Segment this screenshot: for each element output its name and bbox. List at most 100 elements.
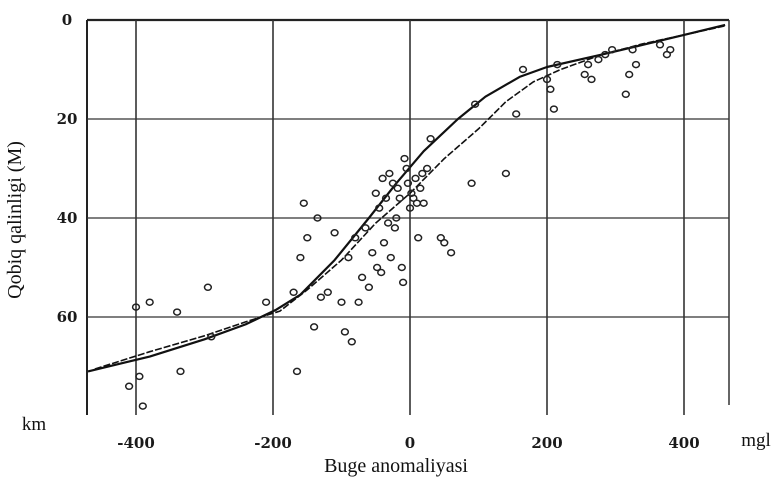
- data-point: [621, 90, 630, 99]
- data-point: [426, 135, 435, 143]
- data-point: [347, 338, 356, 346]
- y-axis-label: Qobiq qalinligi (M): [4, 141, 26, 299]
- data-point: [390, 224, 400, 232]
- data-point: [316, 293, 326, 301]
- data-point: [655, 41, 665, 49]
- data-point: [631, 60, 641, 69]
- data-point: [402, 164, 411, 173]
- data-point: [131, 303, 141, 311]
- data-point: [203, 283, 213, 292]
- data-point: [411, 174, 420, 183]
- data-point: [371, 189, 380, 198]
- data-point: [176, 367, 185, 376]
- data-point: [381, 194, 391, 202]
- data-point: [553, 60, 562, 69]
- data-point: [393, 184, 402, 193]
- data-point: [375, 204, 384, 212]
- data-point: [354, 298, 363, 306]
- data-point: [289, 288, 298, 297]
- data-point: [299, 199, 308, 207]
- data-point: [418, 169, 427, 178]
- data-point: [313, 214, 322, 222]
- data-point: [587, 75, 596, 84]
- data-point: [422, 164, 432, 173]
- data-point: [377, 268, 386, 277]
- y-tick-label: 20: [57, 110, 78, 128]
- data-point: [296, 253, 305, 262]
- data-point: [172, 308, 182, 316]
- data-point: [546, 85, 555, 94]
- data-point: [138, 402, 147, 410]
- data-point: [440, 239, 449, 247]
- tick-labels: -400 -200 0 200 400 0 20 40 60: [57, 11, 700, 452]
- data-point: [392, 214, 401, 222]
- data-point: [607, 45, 617, 54]
- data-point: [412, 199, 422, 207]
- data-point: [403, 179, 413, 188]
- data-point: [512, 110, 521, 118]
- y-unit-label: km: [22, 414, 47, 435]
- data-point: [361, 224, 370, 232]
- data-point: [518, 65, 528, 74]
- y-tick-label: 60: [57, 308, 78, 326]
- data-point: [549, 105, 559, 113]
- x-tick-label: 400: [668, 434, 699, 452]
- data-point: [405, 204, 415, 212]
- data-point: [145, 298, 154, 306]
- x-unit-label: mgl: [741, 430, 771, 451]
- data-point: [416, 184, 425, 193]
- x-tick-label: -400: [117, 434, 155, 452]
- data-point: [414, 234, 423, 242]
- data-point: [398, 278, 408, 287]
- data-point: [628, 45, 637, 54]
- data-point: [292, 367, 302, 376]
- y-tick-label: 0: [62, 11, 72, 29]
- data-point: [309, 323, 319, 331]
- data-point: [351, 234, 360, 242]
- data-point: [378, 174, 387, 183]
- x-tick-label: 200: [531, 434, 562, 452]
- data-point: [419, 199, 428, 207]
- data-points: [124, 41, 675, 410]
- data-point: [368, 248, 377, 257]
- data-point: [501, 169, 511, 178]
- data-point: [395, 194, 404, 202]
- x-axis-label: Buge anomaliyasi: [324, 455, 468, 477]
- data-point: [124, 382, 134, 391]
- data-point: [303, 234, 312, 242]
- data-point: [625, 70, 634, 79]
- data-point: [666, 45, 675, 54]
- data-point: [340, 328, 350, 336]
- data-point: [580, 70, 589, 79]
- data-point: [357, 273, 367, 282]
- data-point: [330, 229, 339, 237]
- data-point: [446, 248, 456, 257]
- data-point: [344, 253, 353, 262]
- data-point: [400, 154, 409, 163]
- data-point: [594, 55, 603, 64]
- x-tick-label: -200: [254, 434, 292, 452]
- data-point: [323, 288, 332, 297]
- data-point: [583, 60, 593, 69]
- data-point: [379, 239, 389, 247]
- grid: [86, 18, 730, 415]
- data-point: [372, 263, 382, 272]
- data-point: [467, 179, 476, 188]
- data-point: [383, 219, 393, 227]
- data-point: [542, 75, 552, 84]
- data-point: [337, 298, 346, 306]
- data-point: [207, 333, 216, 341]
- data-point: [261, 298, 271, 306]
- x-tick-label: 0: [405, 434, 415, 452]
- data-point: [386, 253, 395, 262]
- y-tick-label: 40: [57, 209, 78, 227]
- data-point: [470, 100, 480, 108]
- data-point: [364, 283, 374, 292]
- data-point: [385, 169, 394, 178]
- data-point: [601, 50, 610, 59]
- data-point: [135, 372, 144, 381]
- data-point: [388, 179, 398, 188]
- data-point: [397, 263, 406, 272]
